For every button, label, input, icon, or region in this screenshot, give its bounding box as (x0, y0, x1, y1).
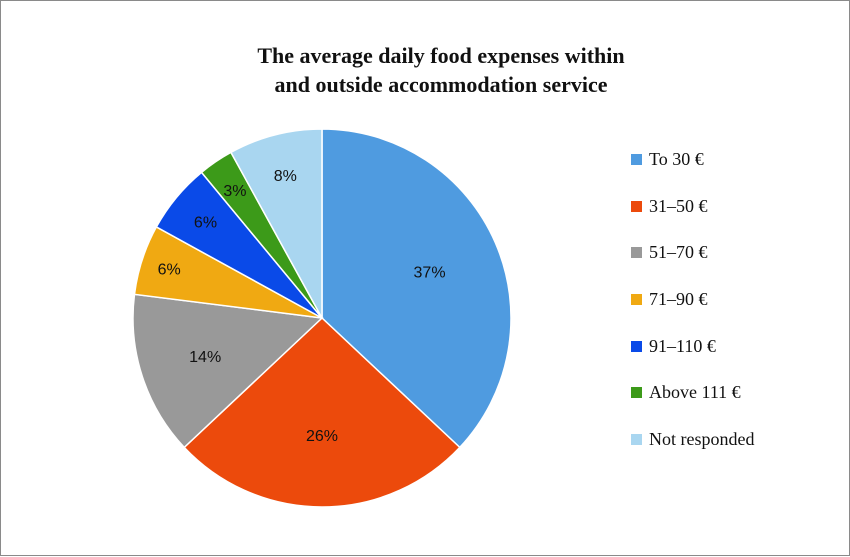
chart-title-line-1: The average daily food expenses within (257, 43, 625, 68)
slice-percent-label: 3% (223, 183, 246, 200)
legend-swatch (631, 247, 642, 259)
slice-percent-label: 6% (194, 215, 217, 232)
slice-percent-label: 26% (306, 428, 338, 445)
legend-label: Above 111 € (649, 382, 741, 403)
legend-swatch (631, 340, 642, 352)
legend-label: 51–70 € (649, 242, 708, 263)
slice-percent-label: 14% (189, 349, 221, 366)
slice-percent-label: 6% (158, 261, 181, 278)
slice-percent-label: 8% (274, 168, 297, 185)
legend-swatch (631, 434, 642, 446)
legend-label: To 30 € (649, 149, 704, 169)
pie-slice (321, 128, 512, 449)
slice-percent-label: 37% (414, 264, 446, 281)
pie-slice (132, 293, 324, 449)
legend-label: Not responded (649, 429, 755, 450)
legend-label: 31–50 € (649, 195, 708, 216)
chart-title-line-2: and outside accommodation service (274, 72, 608, 97)
legend-swatch (631, 154, 642, 165)
pie-slice (229, 128, 323, 319)
legend-swatch (631, 294, 642, 306)
legend-swatch (631, 387, 642, 399)
legend-swatch (631, 200, 642, 212)
legend-label: 91–110 € (649, 335, 716, 356)
chart-title: The average daily food expenses within a… (1, 41, 850, 99)
pie-slice (183, 316, 461, 508)
legend-label: 71–90 € (649, 289, 708, 310)
